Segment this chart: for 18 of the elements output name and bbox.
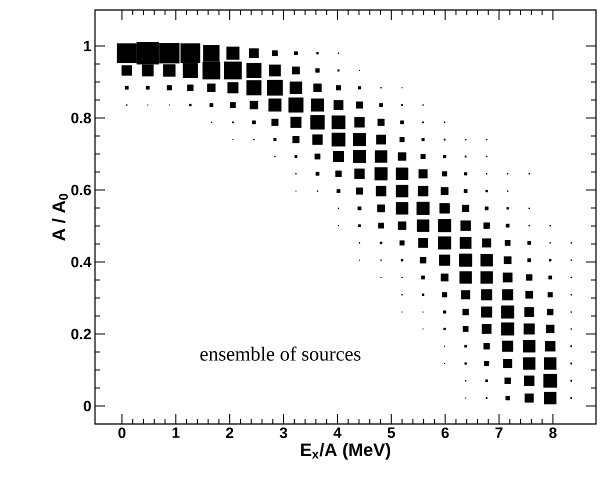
x-tick-label: 5 [388,428,396,438]
y-tick-label: 0.2 [71,328,91,340]
y-tick-label: 0.6 [71,184,91,196]
x-tick-label: 6 [442,428,449,438]
x-tick-label: 7 [496,428,503,438]
x-tick-label: 3 [280,428,288,438]
annotation: ensemble of sources [200,346,360,361]
y-axis-title: A / A$_{0}$ [52,194,68,241]
x-tick-label: 2 [226,428,234,438]
y-tick-label: 1 [84,40,92,52]
x-tick-label: 1 [172,428,180,438]
y-tick-label: 0.8 [71,112,92,124]
x-tick-label: 0 [118,428,126,438]
y-tick-label: 0.4 [71,256,92,268]
y-tick-label: 0 [84,400,91,412]
x-tick-label: 8 [549,428,557,438]
x-axis-title: E$_{x}$/A (MeV) [301,442,390,460]
x-tick-label: 4 [333,428,342,438]
